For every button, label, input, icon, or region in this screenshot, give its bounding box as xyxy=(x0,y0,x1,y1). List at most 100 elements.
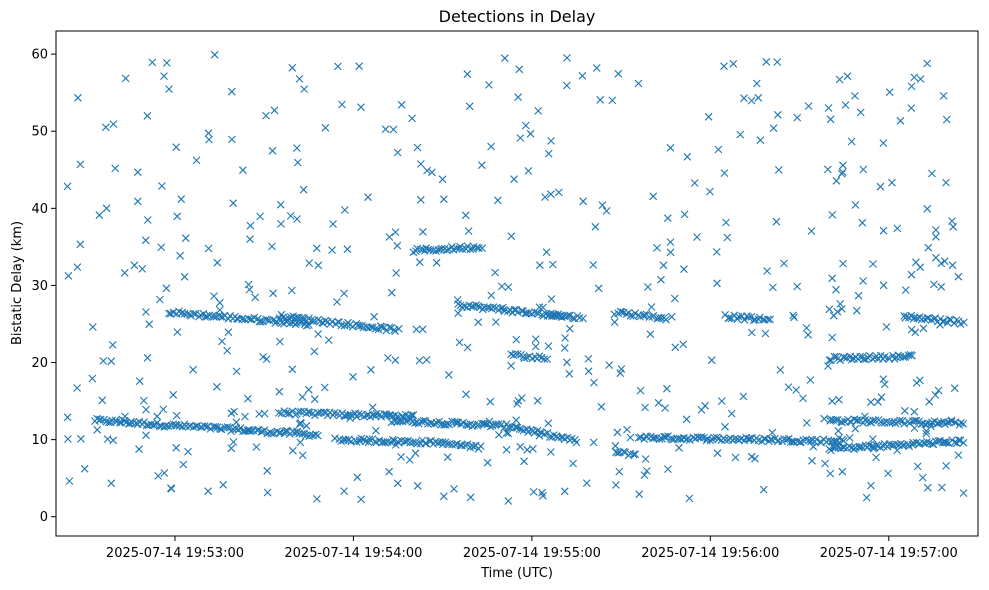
detection-marker xyxy=(616,369,625,378)
detection-marker xyxy=(510,305,519,314)
detection-marker xyxy=(200,422,209,430)
detection-marker xyxy=(721,422,729,431)
detection-marker xyxy=(828,211,837,219)
detection-marker xyxy=(133,197,142,206)
detection-marker xyxy=(513,423,522,432)
detection-marker xyxy=(438,438,447,446)
detection-marker xyxy=(389,125,398,134)
detection-marker xyxy=(856,108,865,117)
detection-marker xyxy=(824,104,833,112)
detection-marker xyxy=(337,437,345,445)
detection-marker xyxy=(773,110,782,119)
y-tick-label: 10 xyxy=(31,433,48,448)
detection-marker xyxy=(763,267,771,275)
detection-marker xyxy=(550,431,558,439)
detection-marker xyxy=(153,412,162,421)
detection-marker xyxy=(392,269,401,277)
detection-marker xyxy=(723,233,732,242)
detection-marker xyxy=(954,436,963,444)
detection-marker xyxy=(364,193,372,202)
detection-marker xyxy=(466,493,475,502)
detection-marker xyxy=(416,195,425,204)
detection-marker xyxy=(923,204,932,213)
detection-marker xyxy=(543,355,552,363)
detection-marker xyxy=(547,190,555,199)
detection-marker xyxy=(917,315,926,324)
detection-marker xyxy=(157,243,166,252)
detection-marker xyxy=(160,469,169,477)
detection-marker xyxy=(793,113,802,122)
detection-marker xyxy=(838,305,846,313)
detection-marker xyxy=(108,416,116,425)
detection-marker xyxy=(411,449,420,458)
detection-marker xyxy=(854,291,863,300)
detection-marker xyxy=(300,85,309,93)
detection-marker xyxy=(896,416,904,425)
detection-marker xyxy=(228,135,236,144)
detection-marker xyxy=(727,409,736,418)
detection-marker xyxy=(328,246,336,254)
detection-marker xyxy=(804,102,813,110)
detection-marker xyxy=(950,319,959,328)
detection-marker xyxy=(825,356,834,365)
detection-marker xyxy=(76,160,85,169)
detection-marker xyxy=(453,296,462,304)
detection-marker xyxy=(463,70,472,79)
detection-marker xyxy=(99,357,108,365)
detection-marker xyxy=(720,169,729,177)
detection-marker xyxy=(218,337,226,346)
detection-marker xyxy=(806,376,815,384)
detection-marker xyxy=(423,166,431,175)
detection-marker xyxy=(828,397,836,406)
detection-marker xyxy=(675,443,683,452)
detection-marker xyxy=(149,421,158,429)
detection-marker xyxy=(747,312,756,321)
detection-marker xyxy=(391,356,400,365)
detection-marker xyxy=(847,443,856,452)
detection-marker xyxy=(109,120,118,128)
detection-marker xyxy=(385,233,394,241)
detection-marker xyxy=(504,307,512,316)
detection-marker xyxy=(413,439,421,448)
detection-marker xyxy=(169,390,178,399)
detection-marker xyxy=(288,365,297,374)
detection-marker xyxy=(397,436,406,445)
detection-marker xyxy=(236,424,245,433)
detection-marker xyxy=(835,395,843,404)
detection-marker xyxy=(617,308,626,316)
detection-marker xyxy=(880,380,889,389)
detection-marker xyxy=(432,418,441,427)
detection-marker xyxy=(474,318,483,327)
detection-marker xyxy=(884,469,892,478)
detection-marker xyxy=(489,303,498,312)
detection-marker xyxy=(769,283,777,292)
detection-marker xyxy=(710,433,718,442)
detection-marker xyxy=(529,488,538,496)
detection-marker xyxy=(349,372,357,381)
detection-marker xyxy=(879,281,888,290)
detection-marker xyxy=(724,314,733,322)
detection-marker xyxy=(789,311,797,320)
detection-marker xyxy=(731,453,740,462)
detection-marker xyxy=(135,445,143,454)
detection-marker xyxy=(130,261,139,270)
detection-marker xyxy=(693,433,702,441)
detection-marker xyxy=(143,216,152,224)
detection-marker xyxy=(189,365,197,374)
detection-marker xyxy=(201,313,210,321)
detection-marker xyxy=(868,435,877,443)
detection-marker xyxy=(747,96,756,105)
detection-marker xyxy=(760,434,768,443)
detection-marker xyxy=(564,311,572,320)
detection-marker xyxy=(311,430,320,439)
detection-marker xyxy=(925,397,934,406)
detection-marker xyxy=(293,427,301,436)
detection-marker xyxy=(246,221,255,230)
detection-marker xyxy=(74,93,82,102)
detection-marker xyxy=(204,244,213,253)
detection-marker xyxy=(941,438,950,447)
detection-marker xyxy=(561,334,569,342)
plot-frame xyxy=(55,30,979,537)
detection-marker xyxy=(145,320,154,329)
detection-marker xyxy=(512,335,521,344)
